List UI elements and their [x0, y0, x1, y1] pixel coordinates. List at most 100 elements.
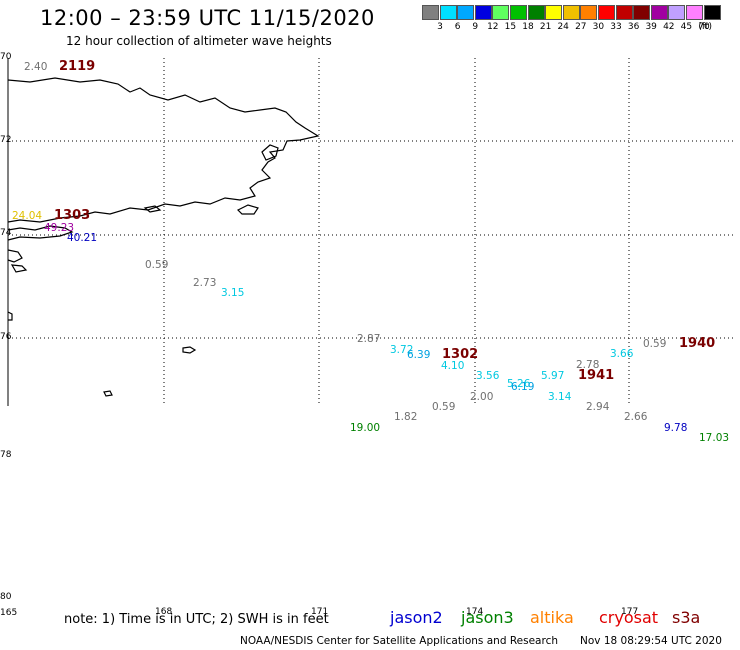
color-scale-label: 21: [539, 22, 552, 32]
wave-height-label: 2.66: [624, 411, 648, 423]
coastline: [7, 77, 320, 397]
wave-height-label: 3.15: [221, 287, 245, 299]
color-scale-swatch: [474, 5, 492, 20]
satellite-legend-cryosat: cryosat: [599, 608, 659, 627]
lon-label-171: 171: [311, 607, 329, 617]
wave-height-label: 4.10: [441, 360, 465, 372]
color-scale-label: 12: [487, 22, 499, 32]
wave-height-label: 5.97: [541, 370, 565, 382]
wave-height-label: 5.26: [507, 378, 531, 390]
color-scale-label: 3: [437, 22, 443, 32]
wave-height-label: 2.73: [193, 277, 217, 289]
lat-label-80: 80: [0, 592, 12, 602]
lon-label-168: 168: [155, 607, 173, 617]
generation-timestamp: Nov 18 08:29:54 UTC 2020: [580, 635, 722, 647]
wave-height-label: 2.78: [576, 359, 600, 371]
color-scale-label: 9: [472, 22, 479, 32]
pass-time-label: 1302: [442, 347, 479, 362]
coastline-islet-1: [7, 249, 23, 263]
color-scale-label: 18: [522, 22, 534, 32]
wave-height-label: 9.78: [664, 422, 688, 434]
pass-time-label: 1940: [679, 336, 716, 351]
lat-label-70: 70: [0, 52, 12, 62]
color-scale-label: 45: [680, 22, 693, 32]
wave-height-label: 6.19: [511, 381, 535, 393]
color-scale-swatch: [439, 5, 457, 20]
map-title: 12:00 – 23:59 UTC 11/15/2020: [40, 6, 375, 30]
lat-label-76: 76: [0, 332, 12, 342]
color-scale-swatch: [422, 5, 439, 20]
coastline-bay: [261, 144, 279, 161]
lon-label-177: 177: [621, 607, 639, 617]
color-scale-swatch: [598, 5, 615, 20]
color-scale-swatch: [650, 5, 668, 20]
color-scale-swatch: [562, 5, 580, 20]
color-scale-swatch: [510, 5, 527, 20]
color-scale-label: 27: [575, 22, 587, 32]
satellite-legend-s3a: s3a: [672, 608, 701, 627]
pass-time-label: 1941: [578, 368, 615, 383]
coastline-islet-5: [103, 390, 113, 397]
map-subtitle: 12 hour collection of altimeter wave hei…: [66, 34, 332, 48]
lat-label-78: 78: [0, 450, 12, 460]
color-scale-swatch: [615, 5, 633, 20]
wave-height-label: 3.66: [610, 348, 634, 360]
wave-height-label: 17.03: [699, 432, 730, 444]
color-scale-label: 24: [557, 22, 569, 32]
lat-label-72: 72: [0, 135, 12, 145]
color-scale-label: 30: [592, 22, 605, 32]
color-scale-unit: (ft): [698, 22, 712, 32]
wave-height-label: 1.82: [394, 411, 418, 423]
coastline-peninsula: [7, 225, 74, 241]
wave-height-label: 2.40: [24, 61, 48, 73]
wave-height-label: 2.00: [470, 391, 494, 403]
wave-height-label: 3.72: [390, 344, 414, 356]
wave-height-label: 6.39: [407, 349, 431, 361]
satellite-legend-jason3: jason3: [461, 608, 514, 627]
lon-label-165: 165: [0, 608, 18, 618]
wave-height-label: 24.04: [12, 210, 43, 222]
color-scale-label: 42: [663, 22, 675, 32]
pass-time-label: 2119: [59, 59, 96, 74]
wave-height-label: 3.56: [476, 370, 500, 382]
color-scale-swatch: [457, 5, 475, 20]
color-scale-label: 36: [627, 22, 640, 32]
color-scale-label: 33: [610, 22, 622, 32]
color-scale-swatch: [668, 5, 686, 20]
color-scale-label: 15: [504, 22, 517, 32]
color-scale-label: 6: [454, 22, 461, 32]
color-scale-swatch: [703, 5, 721, 20]
coastline-islet-2: [10, 264, 28, 273]
color-scale-label: 70: [698, 22, 710, 32]
satellite-legend-altika: altika: [530, 608, 574, 627]
lon-label-174: 174: [466, 607, 484, 617]
color-scale-swatch: [580, 5, 598, 20]
color-scale-swatch: [545, 5, 563, 20]
wave-height-label: 3.14: [548, 391, 572, 403]
wave-height-label: 49.23: [44, 222, 75, 234]
color-scale-swatch: [492, 5, 510, 20]
coastline-island-2: [143, 205, 162, 213]
wave-height-label: 0.59: [145, 259, 169, 271]
wave-height-label: 19.00: [350, 422, 381, 434]
coastline-islet-3: [7, 311, 13, 321]
pass-time-label: 1303: [54, 208, 91, 223]
color-scale-swatch: [527, 5, 545, 20]
credit-text: NOAA/NESDIS Center for Satellite Applica…: [240, 635, 558, 647]
wave-height-label: 2.87: [357, 333, 381, 345]
color-scale-swatch: [633, 5, 651, 20]
color-scale-swatch: [686, 5, 703, 20]
color-scale-label: 39: [645, 22, 657, 32]
wave-height-label: 0.59: [643, 338, 667, 350]
coastline-islet-4: [182, 346, 197, 354]
wave-height-label: 2.94: [586, 401, 610, 413]
coastline-mainland: [7, 77, 320, 223]
lat-label-74: 74: [0, 228, 12, 238]
coastline-island-1: [236, 204, 259, 215]
satellite-legend-jason2: jason2: [390, 608, 443, 627]
wave-height-label: 40.21: [67, 232, 98, 244]
footer-note: note: 1) Time is in UTC; 2) SWH is in fe…: [64, 612, 329, 627]
graticule: [8, 58, 736, 406]
wave-height-label: 0.59: [432, 401, 456, 413]
